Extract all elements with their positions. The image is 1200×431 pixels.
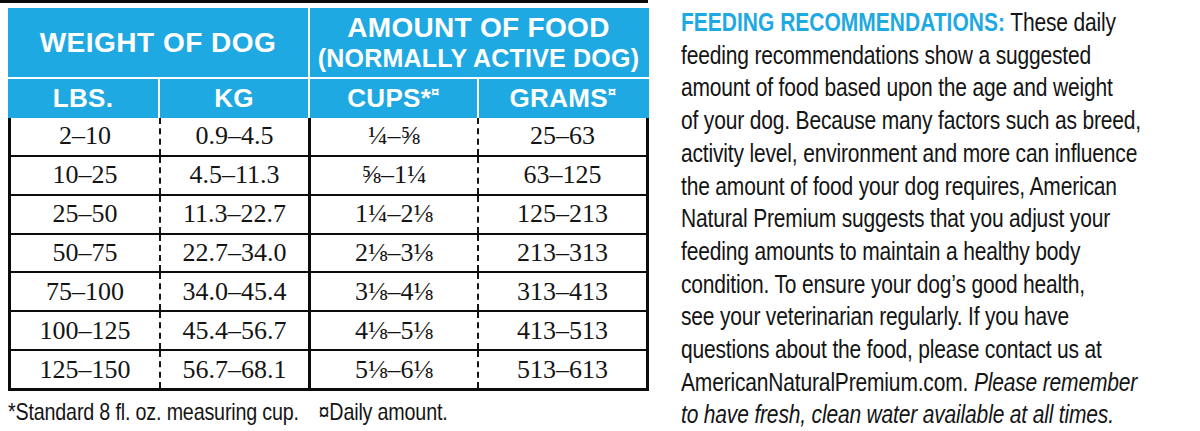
feeding-recommendations-heading: FEEDING RECOMMENDATIONS: xyxy=(681,8,1005,36)
table-cell-cups: 2⅛–3⅛ xyxy=(311,235,479,272)
feeding-table-header: WEIGHT OF DOG AMOUNT OF FOOD (NORMALLY A… xyxy=(8,8,649,118)
table-cell-grams: 125–213 xyxy=(479,196,646,233)
table-cell-lbs: 75–100 xyxy=(11,273,161,310)
column-header-cups: CUPS*¤ xyxy=(310,79,477,118)
header-amount-line1: AMOUNT OF FOOD xyxy=(347,13,609,43)
table-cell-grams: 213–313 xyxy=(479,235,646,272)
info-line: amount of food based upon the age and we… xyxy=(681,71,1200,104)
info-italic-text: to have fresh, clean water available at … xyxy=(681,400,1114,428)
table-cell-kg: 56.7–68.1 xyxy=(161,351,311,388)
feeding-recommendations-text: FEEDING RECOMMENDATIONS: These dailyfeed… xyxy=(681,6,1200,431)
table-cell-grams: 63–125 xyxy=(479,157,646,194)
table-cell-lbs: 125–150 xyxy=(11,351,161,388)
table-row: 25–5011.3–22.71¼–2⅛125–213 xyxy=(11,196,646,235)
info-italic-text: Please remember xyxy=(974,368,1137,396)
info-text: Natural Premium suggests that you adjust… xyxy=(681,204,1110,232)
feeding-table-body: 2–100.9–4.5¼–⅝25–6310–254.5–11.3⅝–1¼63–1… xyxy=(8,118,649,391)
footnote-row: *Standard 8 fl. oz. measuring cup. ¤Dail… xyxy=(8,398,448,426)
column-header-kg: KG xyxy=(158,79,310,118)
info-line: condition. To ensure your dog’s good hea… xyxy=(681,268,1200,301)
table-cell-grams: 513–613 xyxy=(479,351,646,388)
info-text: feeding recommendations show a suggested xyxy=(681,41,1091,69)
info-text: amount of food based upon the age and we… xyxy=(681,73,1113,101)
table-cell-grams: 25–63 xyxy=(479,118,646,155)
table-cell-kg: 0.9–4.5 xyxy=(161,118,311,155)
top-border-line xyxy=(0,0,648,3)
table-cell-kg: 45.4–56.7 xyxy=(161,312,311,349)
info-text: the amount of food your dog requires, Am… xyxy=(681,172,1117,200)
info-line: Natural Premium suggests that you adjust… xyxy=(681,202,1200,235)
footnote-measuring-cup: *Standard 8 fl. oz. measuring cup. xyxy=(8,398,299,426)
info-text: AmericanNaturalPremium.com. xyxy=(681,368,974,396)
info-line: to have fresh, clean water available at … xyxy=(681,398,1200,431)
info-text: activity level, environment and more can… xyxy=(681,139,1137,167)
table-cell-cups: 5⅛–6⅛ xyxy=(311,351,479,388)
info-text: These daily xyxy=(1005,8,1116,36)
table-cell-cups: 4⅛–5⅛ xyxy=(311,312,479,349)
table-cell-cups: ¼–⅝ xyxy=(311,118,479,155)
footnote-daily-amount: ¤Daily amount. xyxy=(319,398,448,426)
table-cell-lbs: 100–125 xyxy=(11,312,161,349)
info-text: questions about the food, please contact… xyxy=(681,335,1102,363)
table-cell-lbs: 2–10 xyxy=(11,118,161,155)
table-cell-lbs: 10–25 xyxy=(11,157,161,194)
feeding-guide-panel: WEIGHT OF DOG AMOUNT OF FOOD (NORMALLY A… xyxy=(0,0,1200,431)
group-header-row: WEIGHT OF DOG AMOUNT OF FOOD (NORMALLY A… xyxy=(8,8,649,77)
info-line: FEEDING RECOMMENDATIONS: These daily xyxy=(681,6,1200,39)
table-cell-kg: 11.3–22.7 xyxy=(161,196,311,233)
info-line: activity level, environment and more can… xyxy=(681,137,1200,170)
table-cell-lbs: 50–75 xyxy=(11,235,161,272)
table-cell-grams: 313–413 xyxy=(479,273,646,310)
table-row: 50–7522.7–34.02⅛–3⅛213–313 xyxy=(11,235,646,274)
table-row: 10–254.5–11.3⅝–1¼63–125 xyxy=(11,157,646,196)
table-row: 100–12545.4–56.74⅛–5⅛413–513 xyxy=(11,312,646,351)
table-cell-lbs: 25–50 xyxy=(11,196,161,233)
table-cell-kg: 22.7–34.0 xyxy=(161,235,311,272)
table-row: 75–10034.0–45.43⅛–4⅛313–413 xyxy=(11,273,646,312)
info-line: the amount of food your dog requires, Am… xyxy=(681,170,1200,203)
column-header-row: LBS.KGCUPS*¤GRAMS¤ xyxy=(8,79,649,118)
table-row: 125–15056.7–68.15⅛–6⅛513–613 xyxy=(11,351,646,388)
info-text: feeding amounts to maintain a healthy bo… xyxy=(681,237,1080,265)
table-cell-cups: ⅝–1¼ xyxy=(311,157,479,194)
table-cell-cups: 3⅛–4⅛ xyxy=(311,273,479,310)
info-line: see your veterinarian regularly. If you … xyxy=(681,300,1200,333)
column-header-lbs: LBS. xyxy=(8,79,158,118)
table-cell-kg: 4.5–11.3 xyxy=(161,157,311,194)
info-text: see your veterinarian regularly. If you … xyxy=(681,302,1069,330)
info-line: AmericanNaturalPremium.com. Please remem… xyxy=(681,366,1200,399)
info-line: questions about the food, please contact… xyxy=(681,333,1200,366)
header-amount-of-food: AMOUNT OF FOOD (NORMALLY ACTIVE DOG) xyxy=(308,8,649,77)
info-text: of your dog. Because many factors such a… xyxy=(681,106,1141,134)
info-text: condition. To ensure your dog’s good hea… xyxy=(681,270,1085,298)
info-line: of your dog. Because many factors such a… xyxy=(681,104,1200,137)
info-line: feeding recommendations show a suggested xyxy=(681,39,1200,72)
table-cell-kg: 34.0–45.4 xyxy=(161,273,311,310)
info-line: feeding amounts to maintain a healthy bo… xyxy=(681,235,1200,268)
table-row: 2–100.9–4.5¼–⅝25–63 xyxy=(11,118,646,157)
column-header-grams: GRAMS¤ xyxy=(477,79,649,118)
table-cell-grams: 413–513 xyxy=(479,312,646,349)
header-weight-of-dog: WEIGHT OF DOG xyxy=(8,8,308,77)
header-amount-line2: (NORMALLY ACTIVE DOG) xyxy=(318,43,639,73)
table-cell-cups: 1¼–2⅛ xyxy=(311,196,479,233)
